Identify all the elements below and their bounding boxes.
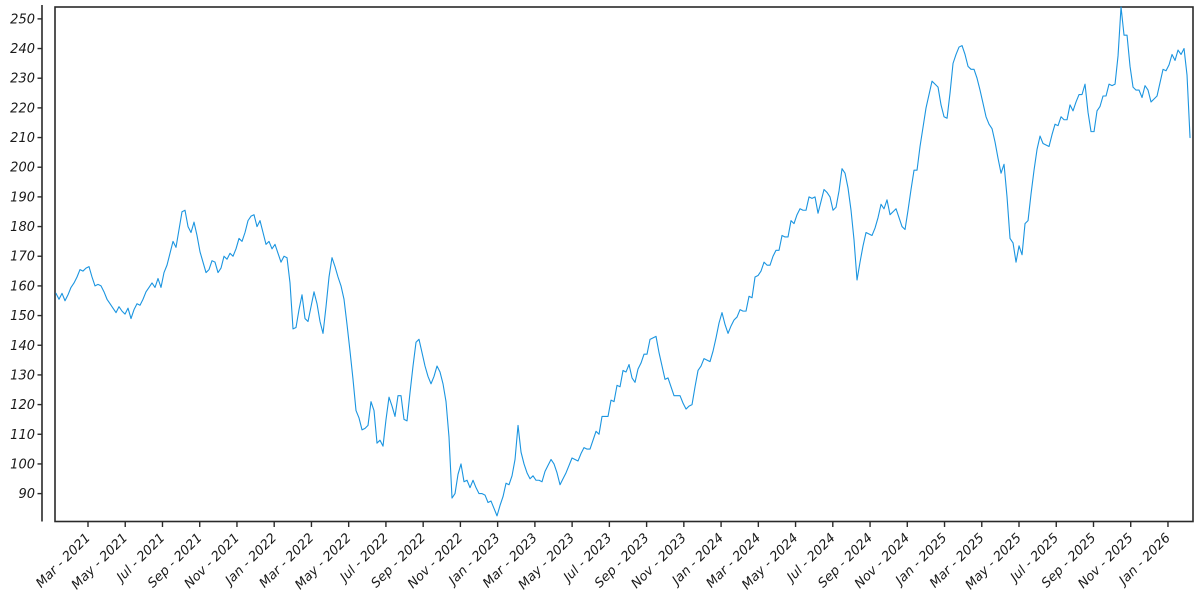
y-tick-label: 250 — [10, 12, 35, 27]
y-tick-label: 150 — [10, 309, 35, 324]
y-tick-label: 180 — [10, 220, 35, 235]
y-tick-label: 220 — [10, 101, 35, 116]
y-tick-label: 160 — [10, 279, 35, 294]
y-tick-label: 130 — [10, 368, 35, 383]
y-tick-label: 190 — [10, 190, 35, 205]
y-tick-label: 240 — [10, 42, 35, 57]
y-tick-label: 210 — [10, 131, 35, 146]
y-tick-label: 230 — [10, 72, 35, 87]
y-tick-label: 100 — [10, 457, 35, 472]
plot-frame — [54, 6, 1194, 523]
y-tick-label: 170 — [10, 250, 35, 265]
y-tick-label: 110 — [10, 428, 35, 443]
y-tick-label: 120 — [10, 398, 35, 413]
y-tick-label: 200 — [10, 161, 35, 176]
price-line-series — [55, 6, 1191, 517]
y-tick-label: 90 — [18, 487, 35, 502]
y-tick-label: 140 — [10, 339, 35, 354]
